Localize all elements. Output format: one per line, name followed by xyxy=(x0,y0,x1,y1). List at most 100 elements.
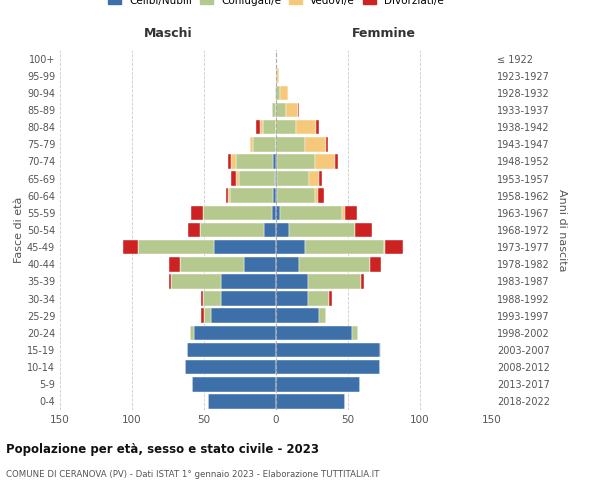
Bar xyxy=(276,292,308,306)
Bar xyxy=(244,257,276,272)
Bar xyxy=(221,274,276,288)
Bar xyxy=(286,102,298,118)
Bar xyxy=(276,360,380,374)
Bar xyxy=(260,120,263,134)
Bar xyxy=(169,257,179,272)
Bar xyxy=(236,154,273,168)
Bar xyxy=(316,120,319,134)
Bar xyxy=(275,172,276,186)
Bar xyxy=(211,308,276,323)
Bar xyxy=(229,188,230,203)
Bar xyxy=(280,206,342,220)
Bar xyxy=(308,292,329,306)
Y-axis label: Fasce di età: Fasce di età xyxy=(14,197,24,263)
Bar xyxy=(277,188,315,203)
Bar xyxy=(179,257,244,272)
Bar xyxy=(299,257,370,272)
Bar xyxy=(319,308,326,323)
Bar xyxy=(308,274,361,288)
Bar xyxy=(277,68,279,83)
Bar xyxy=(276,394,345,408)
Bar xyxy=(203,206,272,220)
Bar xyxy=(276,206,280,220)
Bar xyxy=(232,172,236,186)
Text: Maschi: Maschi xyxy=(143,26,193,40)
Bar xyxy=(276,154,277,168)
Bar xyxy=(193,377,276,392)
Bar xyxy=(265,222,276,238)
Bar xyxy=(276,342,380,357)
Bar xyxy=(277,154,315,168)
Bar xyxy=(276,68,277,83)
Bar xyxy=(276,240,305,254)
Bar xyxy=(385,240,403,254)
Bar xyxy=(229,154,232,168)
Bar xyxy=(276,137,305,152)
Bar xyxy=(352,326,358,340)
Bar xyxy=(342,206,345,220)
Bar xyxy=(194,326,276,340)
Bar xyxy=(315,188,318,203)
Bar xyxy=(276,308,319,323)
Bar xyxy=(250,137,253,152)
Bar xyxy=(276,257,299,272)
Bar xyxy=(315,154,335,168)
Bar xyxy=(276,172,277,186)
Bar xyxy=(276,86,280,100)
Bar xyxy=(232,154,236,168)
Bar xyxy=(318,188,323,203)
Text: Femmine: Femmine xyxy=(352,26,416,40)
Bar xyxy=(296,120,316,134)
Bar xyxy=(276,377,359,392)
Bar xyxy=(253,137,276,152)
Bar xyxy=(185,360,276,374)
Bar xyxy=(236,172,239,186)
Bar xyxy=(203,292,221,306)
Bar xyxy=(190,326,194,340)
Bar xyxy=(370,257,381,272)
Bar xyxy=(329,292,332,306)
Bar xyxy=(298,102,299,118)
Bar xyxy=(188,222,200,238)
Bar xyxy=(276,274,308,288)
Bar xyxy=(272,102,276,118)
Bar xyxy=(276,120,296,134)
Bar xyxy=(345,206,356,220)
Bar xyxy=(305,240,384,254)
Bar xyxy=(276,222,289,238)
Bar xyxy=(221,292,276,306)
Bar xyxy=(289,222,355,238)
Bar xyxy=(361,274,364,288)
Bar xyxy=(230,188,273,203)
Bar xyxy=(263,120,276,134)
Text: Popolazione per età, sesso e stato civile - 2023: Popolazione per età, sesso e stato civil… xyxy=(6,442,319,456)
Bar xyxy=(124,240,138,254)
Bar xyxy=(239,172,275,186)
Bar xyxy=(272,206,276,220)
Bar xyxy=(273,154,276,168)
Bar xyxy=(276,102,286,118)
Bar xyxy=(204,308,211,323)
Bar xyxy=(171,274,221,288)
Bar xyxy=(309,172,319,186)
Bar xyxy=(273,188,276,203)
Bar xyxy=(256,120,260,134)
Legend: Celibi/Nubili, Coniugati/e, Vedovi/e, Divorziati/e: Celibi/Nubili, Coniugati/e, Vedovi/e, Di… xyxy=(105,0,447,9)
Bar xyxy=(277,172,309,186)
Y-axis label: Anni di nascita: Anni di nascita xyxy=(557,188,566,271)
Bar xyxy=(187,342,276,357)
Bar xyxy=(169,274,171,288)
Bar xyxy=(275,86,276,100)
Bar xyxy=(138,240,214,254)
Bar xyxy=(335,154,338,168)
Bar xyxy=(208,394,276,408)
Bar xyxy=(355,222,373,238)
Bar xyxy=(326,137,328,152)
Bar xyxy=(191,206,203,220)
Bar xyxy=(214,240,276,254)
Text: COMUNE DI CERANOVA (PV) - Dati ISTAT 1° gennaio 2023 - Elaborazione TUTTITALIA.I: COMUNE DI CERANOVA (PV) - Dati ISTAT 1° … xyxy=(6,470,379,479)
Bar xyxy=(280,86,287,100)
Bar xyxy=(305,137,326,152)
Bar xyxy=(380,342,381,357)
Bar xyxy=(201,292,203,306)
